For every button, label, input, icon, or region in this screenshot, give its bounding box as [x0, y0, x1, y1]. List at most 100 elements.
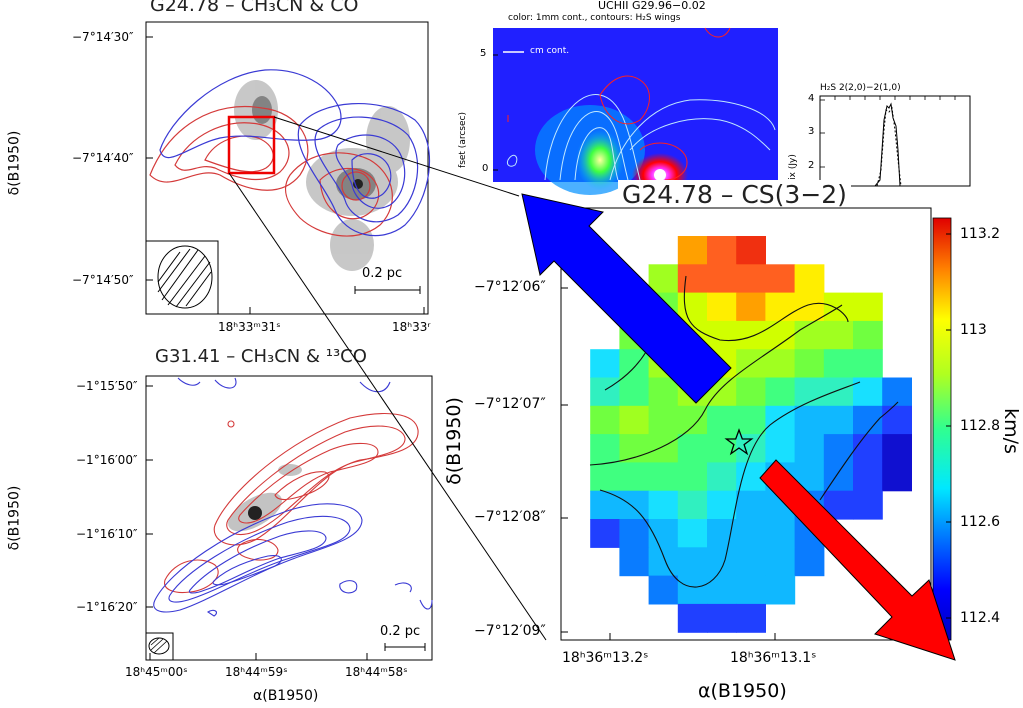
velocity-pixel: [765, 377, 796, 407]
velocity-pixel: [823, 405, 854, 435]
velocity-pixel: [853, 349, 883, 379]
velocity-pixel: [707, 320, 737, 350]
velocity-pixel: [590, 377, 620, 407]
velocity-pixel: [677, 405, 708, 435]
panel-b-ytick: −1°16′20″: [76, 600, 138, 614]
velocity-pixel: [736, 405, 766, 435]
velocity-pixel: [853, 490, 883, 520]
panel-e-xtick: 18ʰ36ᵐ13.2ˢ: [562, 650, 649, 666]
velocity-pixel: [619, 434, 650, 463]
panel-a-ytick: −7°14′50″: [72, 273, 134, 287]
panel-e-xtick: 18ʰ36ᵐ13.1ˢ: [730, 650, 817, 666]
panel-c-ytick: 0: [482, 163, 489, 174]
velocity-pixel: [707, 603, 737, 633]
velocity-pixel: [823, 320, 854, 350]
velocity-pixel: [853, 462, 883, 492]
velocity-pixel: [677, 519, 708, 548]
velocity-pixel: [882, 405, 912, 435]
panel-e-ytick: −7°12′08″: [474, 509, 546, 525]
velocity-pixel: [736, 264, 766, 294]
velocity-pixel: [677, 292, 708, 322]
velocity-pixel: [794, 434, 825, 463]
colorbar-tick: 112.6: [960, 514, 1001, 530]
panel-a-ytick: −7°14′30″: [72, 30, 134, 44]
panel-b-xtick: 18ʰ45ᵐ00ˢ: [125, 665, 188, 679]
velocity-pixel: [765, 575, 796, 605]
blue-outflow-arrow: [521, 193, 732, 404]
velocity-pixel: [853, 320, 883, 350]
velocity-pixel: [648, 547, 679, 577]
velocity-pixel: [648, 264, 679, 294]
velocity-pixel: [707, 462, 737, 492]
velocity-pixel: [707, 405, 737, 435]
velocity-pixel: [853, 434, 883, 463]
panel-c-subtitle: color: 1mm cont., contours: H₂S wings: [508, 13, 681, 23]
velocity-pixel: [882, 462, 912, 492]
panel-a-plot: [145, 21, 431, 315]
red-outflow-arrow: [759, 459, 956, 661]
velocity-pixel: [823, 377, 854, 407]
velocity-pixel: [648, 405, 679, 435]
panel-b-xtick: 18ʰ44ᵐ58ˢ: [345, 665, 408, 679]
velocity-pixel: [677, 434, 708, 463]
panel-a-ytick: −7°14′40″: [72, 151, 134, 165]
velocity-pixel: [765, 547, 796, 577]
velocity-pixel: [677, 547, 708, 577]
velocity-pixel: [736, 349, 766, 379]
velocity-pixel: [765, 292, 796, 322]
panel-d-spectrum: [819, 95, 971, 187]
velocity-pixel: [677, 575, 708, 605]
velocity-pixel: [648, 575, 679, 605]
panel-b-xlabel: α(B1950): [253, 688, 319, 704]
velocity-pixel: [648, 490, 679, 520]
velocity-pixel: [648, 434, 679, 463]
velocity-pixel: [677, 236, 708, 265]
velocity-pixel: [648, 377, 679, 407]
panel-c-ytick: 5: [480, 48, 487, 59]
velocity-pixel: [677, 462, 708, 492]
velocity-pixel: [794, 349, 825, 379]
panel-b-title: G31.41 – CH₃CN & ¹³CO: [155, 346, 367, 367]
velocity-pixel: [707, 264, 737, 294]
velocity-pixel: [765, 434, 796, 463]
velocity-pixel: [794, 547, 825, 577]
panel-b-scale-label: 0.2 pc: [380, 624, 421, 639]
panel-a-xtick: 18ʰ33ᵐ31ˢ: [218, 320, 281, 334]
velocity-pixel: [677, 490, 708, 520]
velocity-pixel: [853, 292, 883, 322]
panel-d-ytick: 2: [808, 160, 815, 171]
velocity-pixel: [736, 236, 766, 265]
velocity-pixel: [736, 575, 766, 605]
velocity-pixel: [736, 519, 766, 548]
velocity-pixel: [590, 462, 620, 492]
colorbar-tick: 113: [960, 322, 987, 338]
velocity-pixel: [882, 377, 912, 407]
velocity-pixel: [590, 349, 620, 379]
velocity-pixel: [823, 349, 854, 379]
velocity-pixel: [619, 462, 650, 492]
velocity-pixel: [736, 320, 766, 350]
panel-d-ytick: 4: [808, 93, 815, 104]
velocity-pixel: [794, 264, 825, 294]
panel-c-legend: cm cont.: [530, 46, 570, 56]
velocity-pixel: [736, 603, 766, 633]
velocity-pixel: [619, 377, 650, 407]
panel-b-xtick: 18ʰ44ᵐ59ˢ: [225, 665, 288, 679]
panel-e-xlabel: α(B1950): [698, 680, 787, 702]
velocity-pixel: [736, 547, 766, 577]
colorbar-tick: 112.4: [960, 610, 1001, 626]
panel-e-ytick: −7°12′06″: [474, 279, 546, 295]
velocity-pixel: [590, 519, 620, 548]
velocity-pixel: [619, 519, 650, 548]
velocity-pixel: [619, 547, 650, 577]
panel-b-ytick: −1°16′00″: [76, 453, 138, 467]
panel-d-title: H₂S 2(2,0)−2(1,0): [820, 83, 901, 93]
velocity-pixel: [765, 405, 796, 435]
velocity-pixel: [765, 264, 796, 294]
panel-c-title: UCHII G29.96−0.02: [598, 0, 706, 12]
velocity-pixel: [882, 434, 912, 463]
panel-a-xtick: 18ʰ33ʳ: [392, 320, 431, 334]
velocity-pixel: [707, 547, 737, 577]
